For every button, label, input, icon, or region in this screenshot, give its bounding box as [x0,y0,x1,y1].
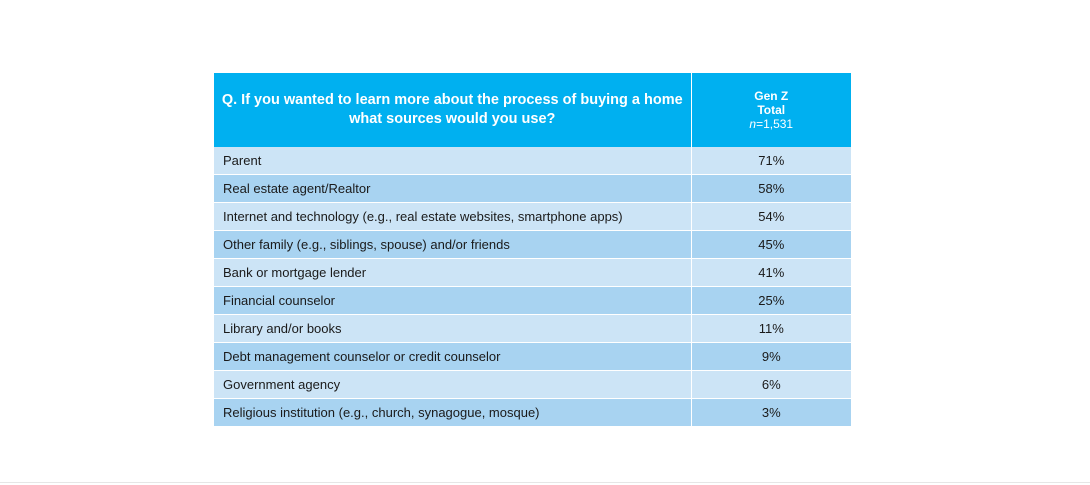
gen-z-total-header: Gen Z Total n=1,531 [691,73,851,147]
row-value: 3% [691,398,851,427]
table-row: Library and/or books 11% [214,314,851,343]
row-value: 58% [691,174,851,203]
row-value: 6% [691,370,851,399]
question-header: Q. If you wanted to learn more about the… [214,73,692,147]
row-label: Parent [214,147,692,175]
row-value: 41% [691,258,851,287]
row-label: Bank or mortgage lender [214,258,692,287]
column-label-gen-z: Gen Z [754,89,789,103]
row-label: Other family (e.g., siblings, spouse) an… [214,230,692,259]
table-row: Bank or mortgage lender 41% [214,258,851,287]
table-row: Parent 71% [214,147,851,175]
row-label: Debt management counselor or credit coun… [214,342,692,371]
sample-size-value: =1,531 [756,117,794,131]
sample-size: n=1,531 [698,117,846,131]
table-row: Real estate agent/Realtor 58% [214,174,851,203]
row-label: Religious institution (e.g., church, syn… [214,398,692,427]
row-value: 25% [691,286,851,315]
table-row: Financial counselor 25% [214,286,851,315]
table-row: Debt management counselor or credit coun… [214,342,851,371]
table-row: Government agency 6% [214,370,851,399]
row-label: Financial counselor [214,286,692,315]
row-value: 9% [691,342,851,371]
table-row: Religious institution (e.g., church, syn… [214,398,851,427]
row-value: 11% [691,314,851,343]
row-label: Library and/or books [214,314,692,343]
row-value: 45% [691,230,851,259]
table-header-row: Q. If you wanted to learn more about the… [214,73,851,147]
table-row: Other family (e.g., siblings, spouse) an… [214,230,851,259]
row-value: 54% [691,202,851,231]
column-label-total: Total [757,103,786,117]
sample-size-n: n [749,117,757,131]
row-value: 71% [691,147,851,175]
row-label: Real estate agent/Realtor [214,174,692,203]
row-label: Internet and technology (e.g., real esta… [214,202,692,231]
row-label: Government agency [214,370,692,399]
table-row: Internet and technology (e.g., real esta… [214,202,851,231]
survey-results-table: Q. If you wanted to learn more about the… [214,73,851,427]
page-bottom-divider [0,482,1090,483]
